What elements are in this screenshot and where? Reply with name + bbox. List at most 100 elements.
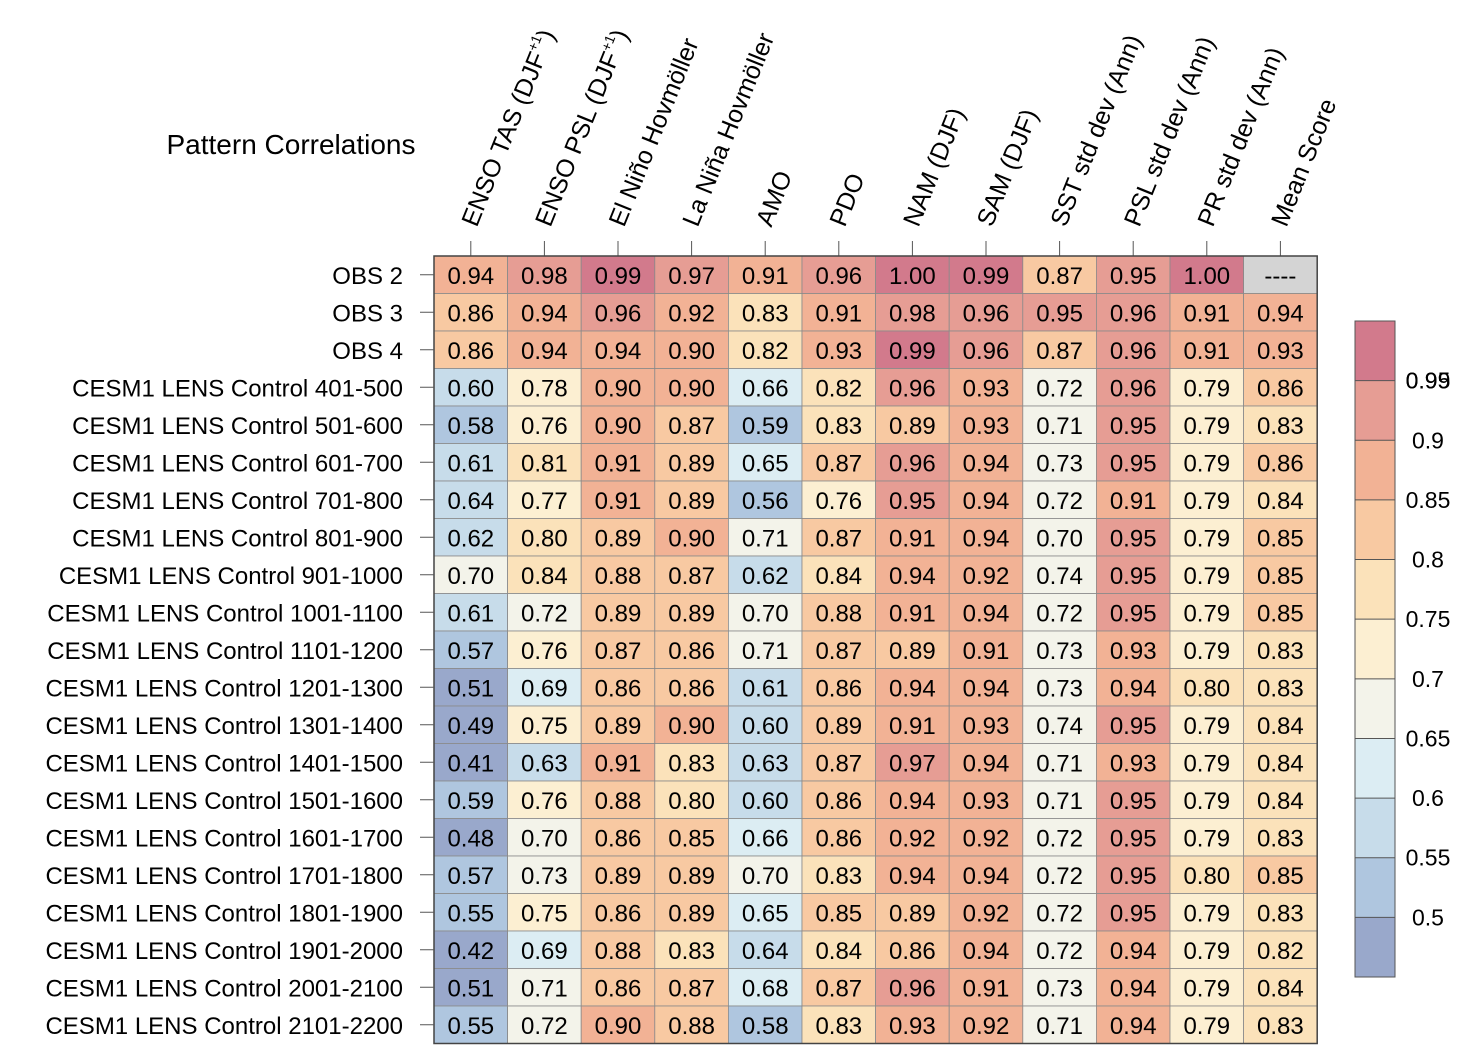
cell-value-label: 0.93	[1110, 638, 1157, 665]
cell-value-label: 0.87	[668, 975, 715, 1002]
colorbar-segment	[1355, 440, 1395, 500]
cell-value-label: 0.86	[595, 675, 642, 702]
row-label: OBS 2	[332, 263, 403, 290]
cell-value-label: 0.60	[742, 788, 789, 815]
cell-value-label: 0.84	[1257, 788, 1304, 815]
cell-value-label: 0.91	[742, 263, 789, 290]
heatmap-cell	[728, 255, 803, 294]
heatmap-cell	[728, 555, 803, 594]
cell-value-label: 0.96	[889, 450, 936, 477]
colorbar-segment	[1355, 798, 1395, 858]
cell-value-label: 0.51	[447, 675, 494, 702]
cell-value-label: 0.62	[742, 563, 789, 590]
heatmap-cell	[654, 368, 729, 407]
cell-value-label: 0.97	[668, 263, 715, 290]
heatmap-cell	[948, 293, 1024, 332]
heatmap-cell	[875, 630, 950, 669]
heatmap-cell	[580, 368, 656, 407]
cell-value-label: 0.81	[521, 450, 568, 477]
heatmap-cell	[1169, 668, 1244, 707]
cell-value-label: 0.98	[521, 263, 568, 290]
cell-value-label: 0.86	[595, 975, 642, 1002]
heatmap-cell	[801, 818, 876, 857]
cell-value-label: 0.94	[1110, 975, 1157, 1002]
cell-value-label: 0.86	[447, 300, 494, 327]
heatmap-cell	[875, 330, 950, 369]
cell-value-label: 0.79	[1183, 713, 1230, 740]
heatmap-cell	[875, 405, 950, 444]
cell-value-label: 0.79	[1183, 450, 1230, 477]
cell-value-label: 0.63	[742, 750, 789, 777]
heatmap-cell	[507, 330, 582, 369]
cell-value-label: 0.90	[595, 375, 642, 402]
heatmap-cell	[580, 893, 656, 932]
row-label: CESM1 LENS Control 1001-1100	[47, 600, 403, 627]
colorbar-segment	[1355, 380, 1395, 441]
heatmap-cell	[433, 443, 508, 482]
cell-value-label: 0.94	[889, 675, 936, 702]
cell-value-label: 0.73	[1036, 975, 1083, 1002]
column-label: Mean Score	[1266, 95, 1342, 230]
heatmap-cell	[801, 1005, 876, 1044]
heatmap-cell	[580, 780, 656, 819]
cell-value-label: 0.74	[1036, 563, 1083, 590]
colorbar-tick-label: 0.8	[1412, 547, 1444, 573]
heatmap-cell	[1022, 255, 1097, 294]
row-label: CESM1 LENS Control 1801-1900	[45, 900, 403, 927]
cell-value-label: 1.00	[889, 263, 936, 290]
heatmap-cell	[507, 855, 582, 894]
cell-value-label: 1.00	[1183, 263, 1230, 290]
cell-value-label: 0.72	[1036, 863, 1083, 890]
cell-value-label: 0.80	[1183, 863, 1230, 890]
cell-value-label: 0.49	[447, 713, 494, 740]
cell-value-label: 0.58	[742, 1013, 789, 1040]
cell-value-label: 0.87	[815, 975, 862, 1002]
cell-value-label: 0.73	[521, 863, 568, 890]
cell-value-label: 0.71	[1036, 413, 1083, 440]
colorbar-segment	[1355, 321, 1395, 381]
cell-value-label: 0.66	[742, 825, 789, 852]
cell-value-label: 0.97	[889, 750, 936, 777]
heatmap-cell	[948, 480, 1024, 519]
cell-value-label: 0.92	[963, 563, 1010, 590]
heatmap-cell	[1169, 593, 1244, 632]
heatmap-cell	[801, 518, 876, 557]
heatmap-cell	[1022, 668, 1097, 707]
cell-value-label: 0.94	[963, 488, 1010, 515]
heatmap-cell	[580, 593, 656, 632]
heatmap-cell	[1096, 968, 1171, 1007]
heatmap-cell	[801, 930, 876, 969]
cell-value-label: 0.66	[742, 375, 789, 402]
cell-value-label: 0.59	[447, 788, 494, 815]
heatmap-cell	[580, 518, 656, 557]
heatmap-cell	[654, 443, 729, 482]
row-label: CESM1 LENS Control 1401-1500	[45, 750, 403, 777]
cell-value-label: 0.94	[521, 338, 568, 365]
heatmap-cell	[433, 780, 508, 819]
cell-value-label: 0.79	[1183, 488, 1230, 515]
cell-value-label: 0.85	[1257, 600, 1304, 627]
heatmap-cell	[801, 893, 876, 932]
heatmap-cell	[875, 968, 950, 1007]
cell-value-label: 0.87	[815, 525, 862, 552]
cell-value-label: 0.93	[963, 413, 1010, 440]
heatmap-cell	[1243, 255, 1318, 294]
cell-value-label: 0.93	[963, 788, 1010, 815]
cell-value-label: 0.79	[1183, 750, 1230, 777]
cell-value-label: 0.88	[595, 563, 642, 590]
heatmap-cell	[875, 443, 950, 482]
heatmap-cell	[1022, 480, 1097, 519]
cell-value-label: 0.86	[1257, 375, 1304, 402]
heatmap-cell	[433, 368, 508, 407]
heatmap-cell	[801, 668, 876, 707]
heatmap-cell	[1022, 855, 1097, 894]
cell-value-label: 0.95	[1110, 600, 1157, 627]
heatmap-cell	[507, 893, 582, 932]
heatmap-cell	[728, 780, 803, 819]
heatmap-cell	[948, 893, 1024, 932]
cell-value-label: 0.86	[815, 825, 862, 852]
cell-value-label: 0.95	[889, 488, 936, 515]
row-label: CESM1 LENS Control 701-800	[72, 488, 403, 515]
colorbar-segment	[1355, 559, 1395, 620]
column-label-text: PDO	[824, 170, 870, 231]
